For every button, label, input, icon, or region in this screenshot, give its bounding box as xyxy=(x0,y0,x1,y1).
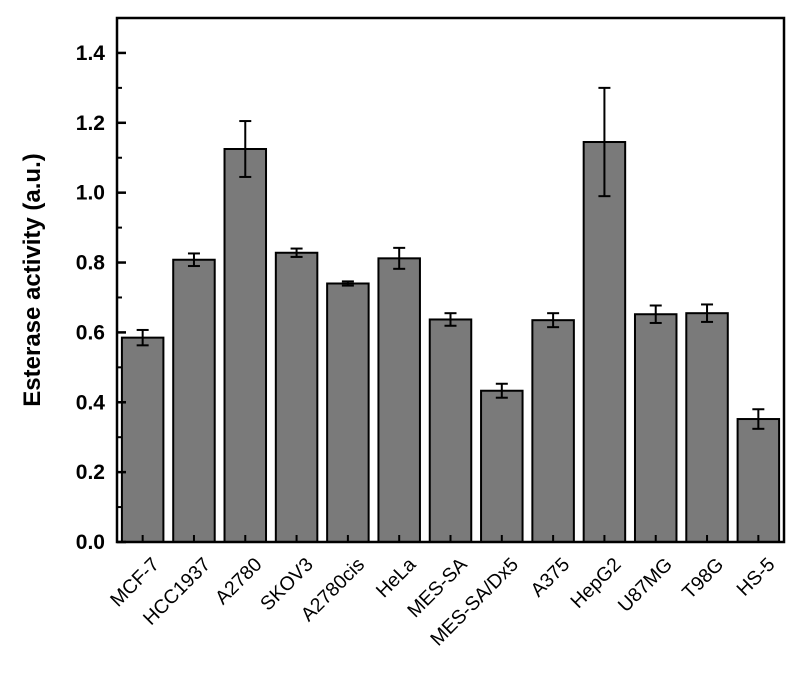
x-category-label: HeLa xyxy=(372,553,421,602)
bars-layer xyxy=(120,141,781,544)
bar-mes-sa xyxy=(428,318,473,543)
y-tick-label: 1.4 xyxy=(76,42,106,65)
x-category-label: HS-5 xyxy=(733,553,780,600)
bar-skov3 xyxy=(274,251,319,543)
bar-hepg2 xyxy=(582,141,627,543)
y-tick-label: 0.0 xyxy=(76,531,105,554)
x-category-label: U87MG xyxy=(614,554,677,617)
y-tick-label: 1.0 xyxy=(76,182,105,205)
y-axis: 0.0 0.2 0.4 0.6 0.8 1.0 1.2 1.4 xyxy=(76,17,126,554)
y-tick-label: 1.2 xyxy=(76,112,105,135)
bar-hela xyxy=(377,257,421,543)
bar-hcc1937 xyxy=(172,258,216,543)
bar-t98g xyxy=(685,312,729,544)
bar-mes-sa-dx5 xyxy=(480,389,524,544)
y-tick-label: 0.6 xyxy=(76,321,105,344)
bar-a2780cis xyxy=(326,282,370,543)
bar-u87mg xyxy=(633,313,678,544)
y-tick-label: 0.8 xyxy=(76,252,106,275)
bar-mcf-7 xyxy=(120,336,165,544)
bar-hs-5 xyxy=(736,418,781,543)
y-tick-label: 0.2 xyxy=(76,461,105,484)
x-category-label: T98G xyxy=(678,554,728,604)
bar-a2780 xyxy=(223,148,268,543)
y-axis-title: Esterase activity (a.u.) xyxy=(19,153,46,406)
bar-a375 xyxy=(531,319,575,543)
y-tick-label: 0.4 xyxy=(76,391,106,414)
x-category-label: A375 xyxy=(527,553,575,601)
error-bars-layer xyxy=(136,86,765,430)
